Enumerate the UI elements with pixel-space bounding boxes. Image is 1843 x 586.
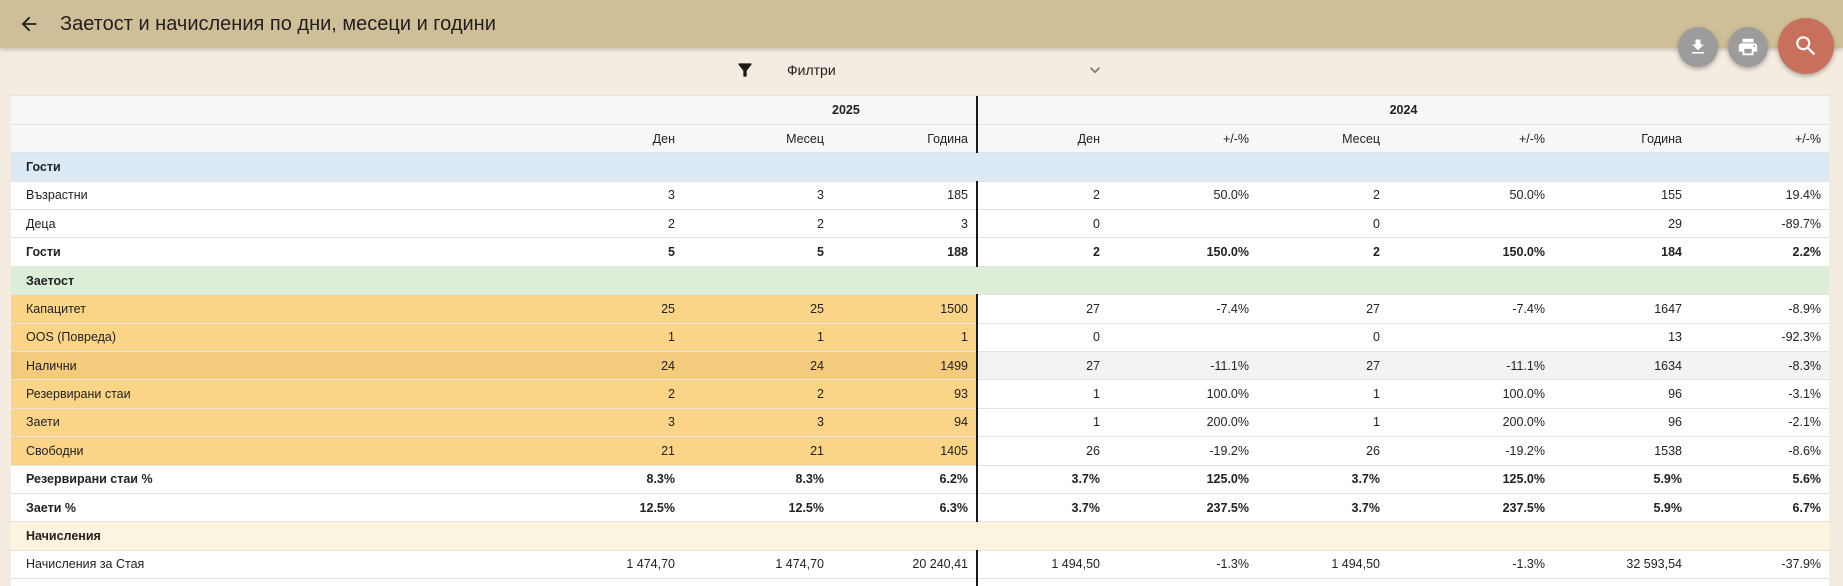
filter-icon [738, 63, 752, 77]
col-year-2024: Година [1553, 124, 1690, 154]
table-row: Свободни 21 21 1405 26 -19.2% 26 -19.2% … [11, 436, 1829, 466]
section-row-occupancy: Заетост [11, 266, 1829, 296]
col-year-diff: +/-% [1690, 124, 1829, 154]
col-day-diff: +/-% [1108, 124, 1257, 154]
section-row-charges: Начисления [11, 521, 1829, 551]
download-button[interactable] [1678, 27, 1718, 67]
filter-dropdown[interactable]: Филтри [735, 56, 1105, 84]
table-row: Заети 3 3 94 1 200.0% 1 200.0% 96 -2.1% [11, 408, 1829, 438]
print-icon [1738, 38, 1758, 56]
download-icon [1692, 39, 1704, 54]
col-day-2025: Ден [535, 124, 683, 154]
year-2025-header: 2025 [832, 96, 978, 125]
year-2024-header: 2024 [977, 96, 1829, 125]
chevron-down-icon [1090, 67, 1100, 74]
col-month-2024: Месец [1257, 124, 1388, 154]
table-row: Резервирани стаи 2 2 93 1 100.0% 1 100.0… [11, 379, 1829, 409]
col-month-diff: +/-% [1388, 124, 1553, 154]
col-month-2025: Месец [683, 124, 832, 154]
report-table: 2025 2024 Ден Месец Година Ден +/-% Месе… [11, 95, 1829, 586]
column-header-row: Ден Месец Година Ден +/-% Месец +/-% Год… [11, 124, 1829, 154]
back-button[interactable] [11, 6, 47, 42]
table-row: Начисления за Стая 1 474,70 1 474,70 20 … [11, 550, 1829, 580]
table-row: Капацитет 25 25 1500 27 -7.4% 27 -7.4% 1… [11, 294, 1829, 324]
arrow-back-icon [21, 16, 37, 32]
table-row-total: Гости 5 5 188 2 150.0% 2 150.0% 184 2.2% [11, 237, 1829, 267]
filter-label: Филтри [787, 62, 836, 78]
col-day-2024: Ден [977, 124, 1108, 154]
page-title: Заетост и начисления по дни, месеци и го… [60, 12, 496, 35]
table-row: Налични 24 24 1499 27 -11.1% 27 -11.1% 1… [11, 351, 1829, 381]
print-button[interactable] [1728, 27, 1768, 67]
col-year-2025: Година [832, 124, 978, 154]
search-button[interactable] [1778, 18, 1834, 74]
app-bar: Заетост и начисления по дни, месеци и го… [0, 0, 1843, 48]
table-row [11, 578, 1829, 586]
year-header-row: 2025 2024 [11, 96, 1829, 125]
table-row: Деца 2 2 3 0 0 29 -89.7% [11, 209, 1829, 239]
table-row-total: Заети % 12.5% 12.5% 6.3% 3.7% 237.5% 3.7… [11, 493, 1829, 523]
table-row: OOS (Повреда) 1 1 1 0 0 13 -92.3% [11, 323, 1829, 353]
section-row-guests: Гости [11, 152, 1829, 182]
table-row-total: Резервирани стаи % 8.3% 8.3% 6.2% 3.7% 1… [11, 465, 1829, 494]
table-row: Възрастни 3 3 185 2 50.0% 2 50.0% 155 19… [11, 181, 1829, 211]
search-icon [1796, 36, 1816, 56]
